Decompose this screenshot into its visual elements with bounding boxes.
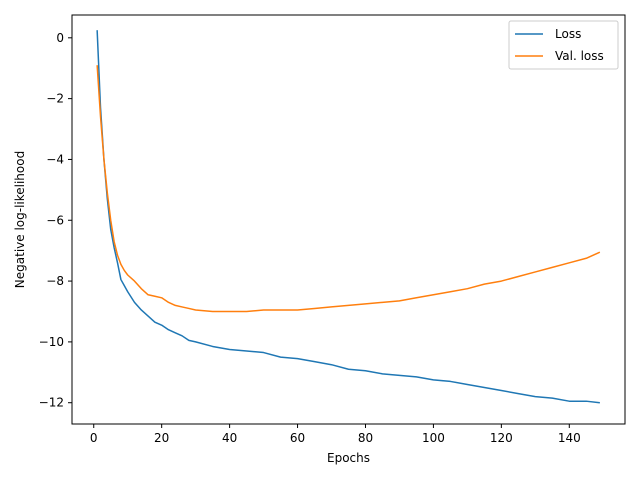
x-tick-label: 80 bbox=[358, 431, 373, 445]
x-tick-label: 60 bbox=[290, 431, 305, 445]
y-tick-label: −10 bbox=[39, 335, 64, 349]
legend-box bbox=[508, 20, 619, 70]
plot-frame bbox=[71, 14, 626, 425]
x-tick-label: 20 bbox=[154, 431, 169, 445]
series-layer bbox=[96, 30, 601, 404]
series-line-val-loss bbox=[96, 65, 601, 313]
legend-label-loss: Loss bbox=[555, 27, 581, 41]
legend-label-val-loss: Val. loss bbox=[555, 49, 604, 63]
y-axis-label: Negative log-likelihood bbox=[13, 151, 27, 288]
x-tick-label: 100 bbox=[422, 431, 445, 445]
x-axis: 0 20 40 60 80 100 120 140 bbox=[90, 424, 581, 445]
x-tick-label: 120 bbox=[490, 431, 513, 445]
y-tick-label: −2 bbox=[46, 92, 64, 106]
legend: Loss Val. loss bbox=[508, 20, 619, 70]
y-tick-label: −12 bbox=[39, 396, 64, 410]
y-tick-label: −4 bbox=[46, 152, 64, 166]
x-tick-label: 0 bbox=[90, 431, 98, 445]
y-axis: 0 −2 −4 −6 −8 −10 −12 bbox=[39, 31, 72, 410]
x-tick-label: 140 bbox=[558, 431, 581, 445]
y-tick-label: −6 bbox=[46, 213, 64, 227]
x-tick-label: 40 bbox=[222, 431, 237, 445]
x-axis-label: Epochs bbox=[327, 451, 370, 465]
y-tick-label: −8 bbox=[46, 274, 64, 288]
series-line-loss bbox=[96, 30, 600, 404]
y-tick-label: 0 bbox=[56, 31, 64, 45]
